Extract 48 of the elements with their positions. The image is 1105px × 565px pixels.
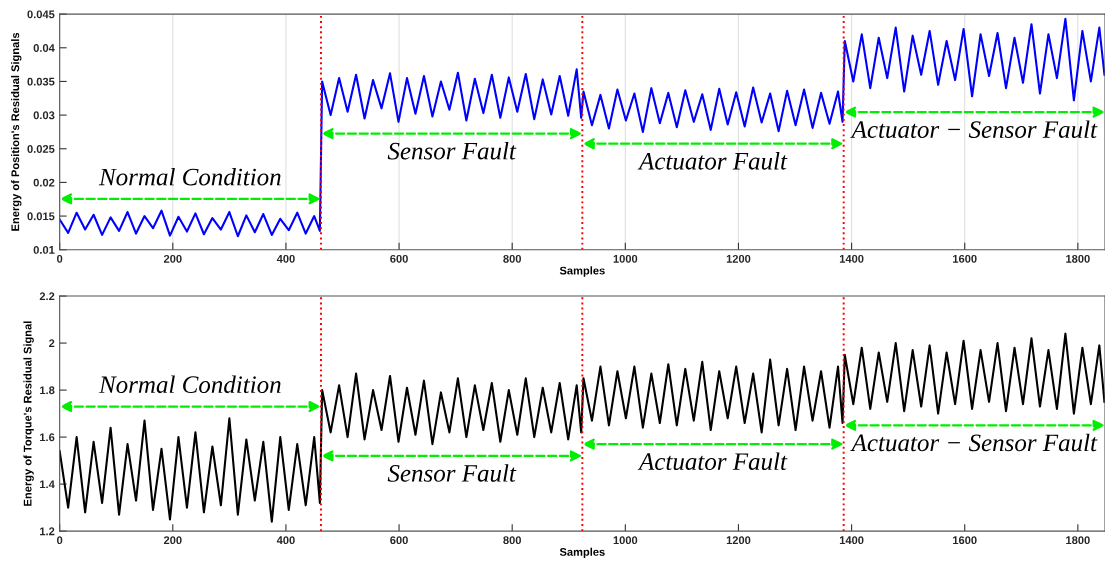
y-tick-label: 0.035: [27, 77, 55, 86]
x-tick-label: 1200: [726, 254, 751, 263]
y-tick-label: 0.01: [33, 246, 55, 254]
line-series: [59, 332, 1105, 523]
x-tick-label: 400: [276, 536, 295, 545]
y-axis-title: Energy of Position's Residual Signals: [11, 32, 22, 231]
annotation: Actuator − Sensor Fault: [850, 120, 1098, 139]
y-tick-label: 2.2: [39, 292, 55, 301]
line-series: [59, 17, 1105, 238]
y-tick-label: 1.6: [40, 433, 55, 442]
x-tick-label: 1600: [953, 254, 977, 263]
y-tick-label: 0.015: [27, 212, 55, 221]
annotation: Normal Condition: [98, 375, 281, 394]
x-tick-label: 0: [57, 536, 63, 545]
x-tick-label: 600: [390, 536, 408, 545]
x-tick-label: 1800: [1066, 536, 1090, 545]
annotation: Actuator Fault: [637, 452, 788, 471]
y-tick-label: 0.045: [27, 10, 55, 19]
x-tick-label: 800: [503, 536, 522, 545]
x-tick-label: 200: [163, 536, 182, 545]
x-tick-label: 1800: [1066, 254, 1090, 263]
x-tick-label: 1000: [613, 254, 638, 263]
x-tick-label: 400: [276, 254, 295, 263]
annotation: Sensor Fault: [387, 464, 517, 482]
x-tick-label: 1400: [839, 536, 864, 545]
annotation: Actuator − Sensor Fault: [850, 433, 1098, 452]
x-axis-title: Samples: [559, 547, 605, 559]
y-tick-label: 0.02: [33, 178, 55, 187]
annotation: Sensor Fault: [387, 141, 517, 160]
x-tick-label: 1000: [613, 536, 638, 545]
y-tick-label: 1.8: [40, 386, 55, 395]
y-axis-title: Energy of Torque's Residual Signal: [23, 321, 34, 506]
x-tick-label: 800: [503, 254, 522, 263]
x-tick-label: 1600: [953, 536, 977, 545]
y-tick-label: 0.025: [27, 145, 55, 153]
x-tick-label: 1200: [726, 536, 751, 545]
x-axis-title: Samples: [559, 266, 605, 277]
y-tick-label: 1.4: [40, 480, 55, 489]
x-tick-label: 1400: [839, 254, 864, 263]
y-tick-label: 0.03: [33, 111, 55, 120]
annotation: Normal Condition: [98, 167, 281, 186]
y-tick-label: 0.04: [33, 44, 55, 52]
y-tick-label: 2: [49, 339, 55, 348]
annotation: Actuator Fault: [637, 152, 788, 170]
y-tick-label: 1.2: [40, 527, 55, 536]
x-tick-label: 0: [57, 254, 63, 263]
x-tick-label: 200: [163, 254, 182, 263]
x-tick-label: 600: [390, 254, 408, 263]
